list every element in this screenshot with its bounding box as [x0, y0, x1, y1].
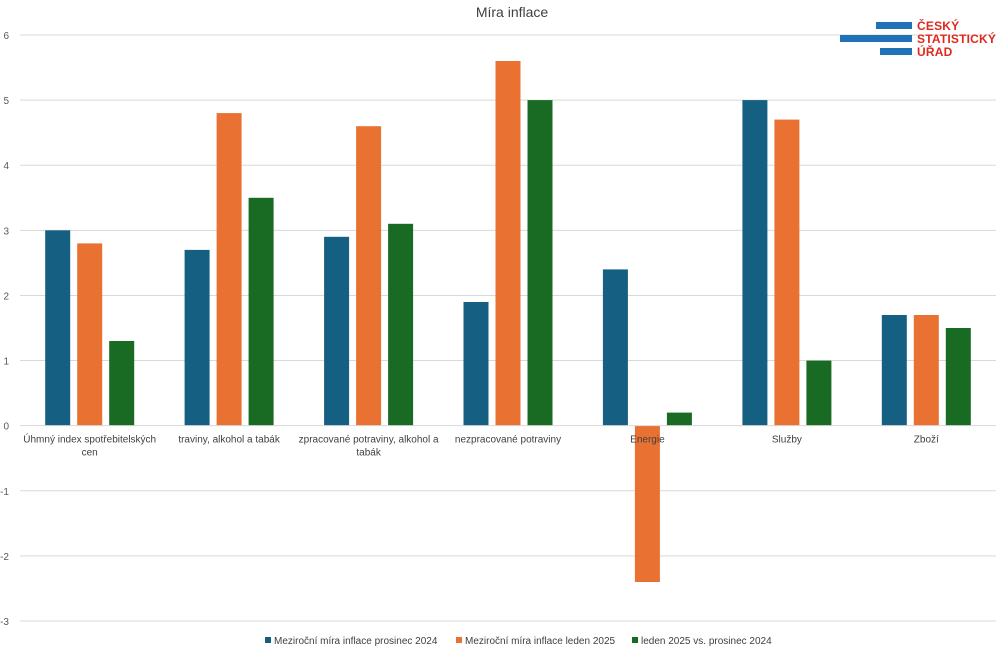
category-label: zpracované potraviny, alkohol a: [299, 435, 439, 446]
bar: [913, 315, 939, 426]
logo-bar-bottom: [880, 48, 912, 55]
legend-swatch: [632, 637, 638, 643]
bar: [463, 302, 489, 426]
y-tick-label: -1: [0, 487, 9, 498]
bar: [945, 328, 971, 426]
y-tick-label: 4: [3, 161, 9, 172]
category-label: Služby: [772, 435, 802, 446]
category-label: tabák: [356, 448, 381, 459]
bar: [634, 425, 660, 582]
bar: [388, 223, 414, 426]
y-tick-label: 5: [3, 96, 9, 107]
bar: [216, 113, 242, 426]
bar: [248, 197, 274, 426]
x-axis: Úhmný index spotřebitelských cen traviny, …: [23, 433, 939, 459]
legend: Meziroční míra inflace prosinec 2024 Mezi…: [265, 636, 772, 647]
y-tick-label: 3: [3, 226, 9, 237]
category-label: nezpracované potraviny: [455, 435, 561, 446]
y-axis: -3 -2 -1 0 1 2 3 4 5 6: [0, 31, 9, 628]
legend-swatch: [265, 637, 271, 643]
logo-line-3: ÚŘAD: [917, 45, 953, 59]
bar: [495, 61, 521, 426]
bar: [184, 249, 210, 426]
y-tick-label: 2: [3, 291, 9, 302]
czso-logo: ČESKÝ STATISTICKÝ ÚŘAD: [840, 19, 997, 60]
chart-title: Míra inflace: [476, 4, 549, 20]
bar: [356, 126, 382, 426]
legend-label: Meziroční míra inflace prosinec 2024: [274, 636, 438, 647]
bar: [742, 100, 768, 426]
y-tick-label: 6: [3, 31, 9, 42]
logo-line-2: STATISTICKÝ: [917, 32, 997, 46]
logo-line-1: ČESKÝ: [917, 19, 960, 33]
bar: [666, 412, 692, 426]
category-label: cen: [82, 448, 98, 459]
y-tick-label: 0: [3, 422, 9, 433]
bar: [324, 236, 350, 426]
bar: [527, 100, 553, 426]
legend-label: Meziroční míra inflace leden 2025: [465, 636, 616, 647]
legend-label: leden 2025 vs. prosinec 2024: [641, 636, 772, 647]
legend-swatch: [456, 637, 462, 643]
bar: [806, 360, 832, 426]
category-label: Úhmný index spotřebitelských: [23, 433, 156, 446]
bar: [881, 315, 907, 426]
category-label: Zboží: [914, 435, 939, 446]
bars: [45, 61, 971, 582]
y-tick-label: -3: [0, 617, 9, 628]
category-label: traviny, alkohol a tabák: [178, 435, 281, 446]
y-tick-label: -2: [0, 552, 9, 563]
bar: [45, 230, 71, 426]
bar: [602, 269, 628, 426]
logo-bar-top: [876, 22, 912, 29]
logo-bar-middle: [840, 35, 912, 42]
bar: [109, 341, 135, 426]
y-tick-label: 1: [3, 357, 9, 368]
bar: [77, 243, 103, 426]
bar: [774, 119, 800, 426]
category-label: Energie: [630, 435, 665, 446]
